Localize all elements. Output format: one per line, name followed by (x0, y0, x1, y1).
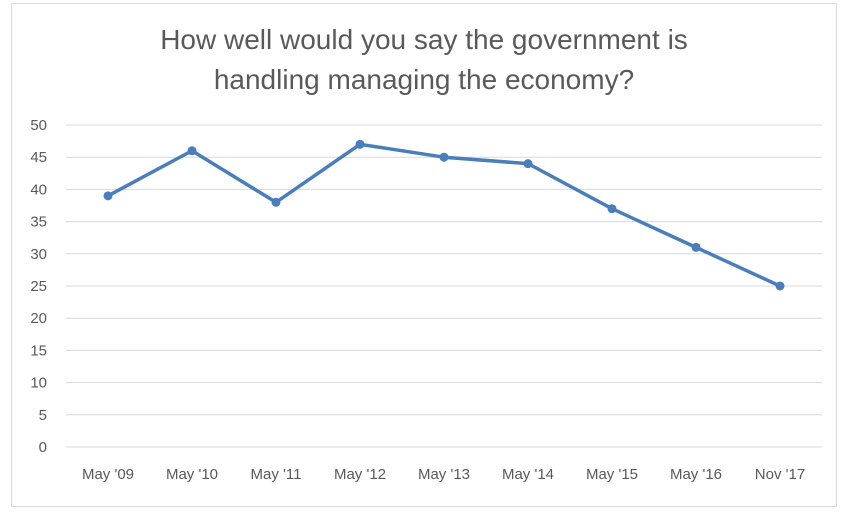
y-tick-label: 35 (30, 214, 47, 231)
data-point (271, 197, 281, 207)
series-layer (103, 139, 785, 291)
x-tick-label: May '15 (586, 466, 638, 483)
x-tick-label: May '13 (418, 466, 470, 483)
x-axis-tick-labels: May '09 May '10 May '11 May '12 May '13 May '… (82, 466, 805, 483)
data-point (607, 204, 617, 214)
y-tick-label: 5 (39, 407, 47, 424)
y-tick-label: 50 (30, 117, 47, 134)
data-point (523, 159, 533, 169)
y-tick-label: 10 (30, 375, 47, 392)
chart-title: How well would you say the government is… (0, 20, 848, 100)
x-tick-label: May '16 (670, 466, 722, 483)
series-line (106, 142, 782, 288)
x-tick-label: May '10 (166, 466, 218, 483)
y-tick-label: 15 (30, 342, 47, 359)
y-tick-label: 45 (30, 149, 47, 166)
y-axis-tick-labels: 0 5 10 15 20 25 30 35 40 45 50 (30, 117, 47, 456)
y-tick-label: 30 (30, 246, 47, 263)
x-tick-label: May '12 (334, 466, 386, 483)
x-tick-label: May '14 (502, 466, 554, 483)
data-point (691, 242, 701, 252)
x-tick-label: Nov '17 (755, 466, 805, 483)
data-point (103, 191, 113, 201)
chart-frame (11, 3, 837, 507)
y-tick-label: 25 (30, 278, 47, 295)
data-point (775, 281, 785, 291)
chart-title-line-2: handling managing the economy? (213, 64, 635, 95)
y-tick-label: 0 (39, 439, 47, 456)
data-point (187, 146, 197, 156)
x-tick-label: May '11 (251, 466, 302, 483)
data-point (439, 152, 449, 162)
y-tick-label: 40 (30, 181, 47, 198)
chart-title-line-1: How well would you say the government is (160, 24, 688, 55)
gridlines (66, 124, 822, 448)
x-tick-label: May '09 (82, 466, 134, 483)
y-tick-label: 20 (30, 310, 47, 327)
data-point (355, 139, 365, 149)
